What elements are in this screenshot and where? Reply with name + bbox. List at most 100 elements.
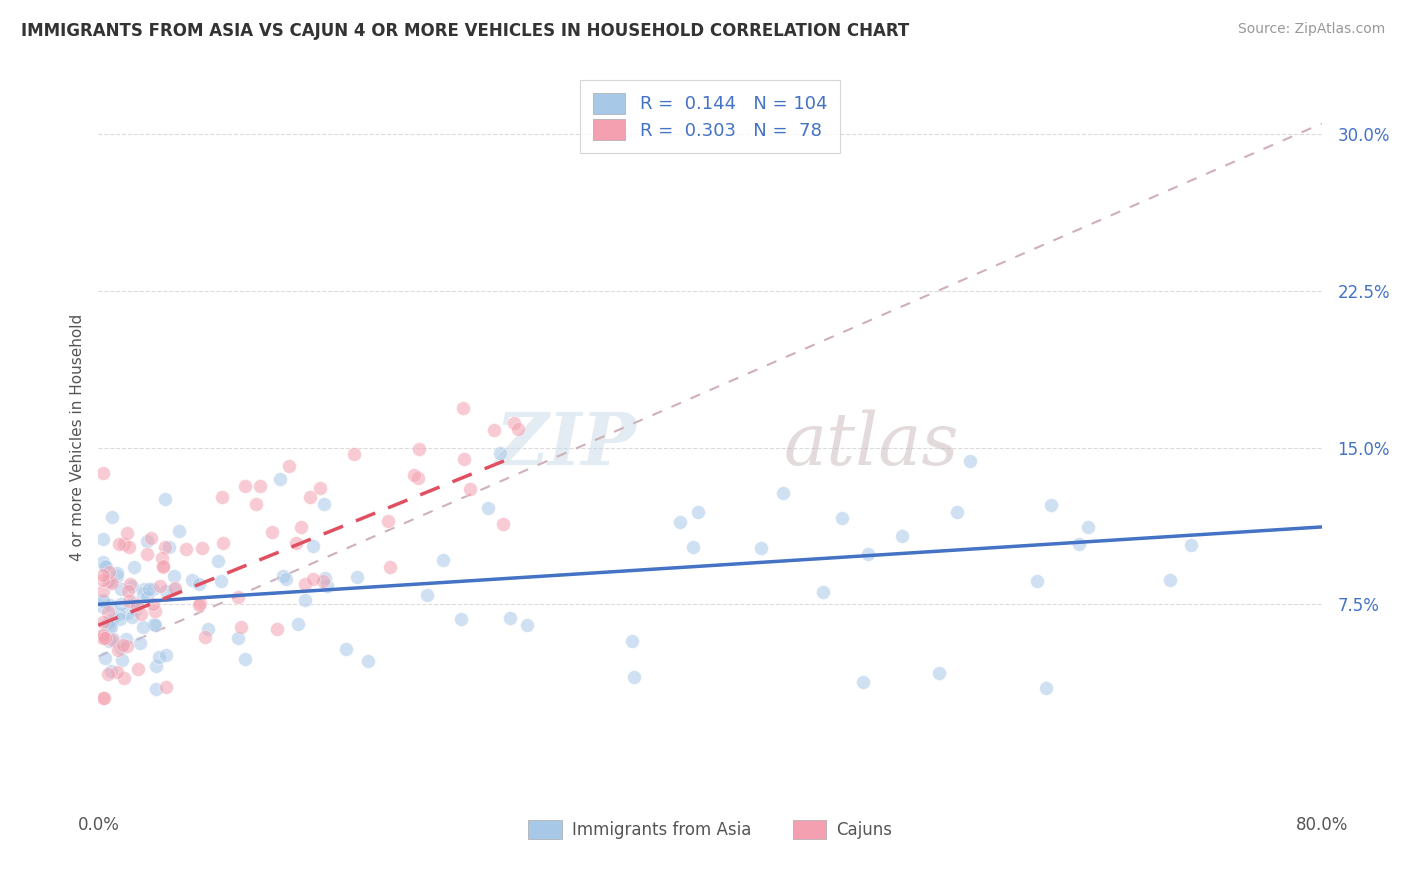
Point bbox=[749, 541, 772, 555]
Point bbox=[453, 401, 475, 415]
Point bbox=[91, 584, 114, 599]
Point bbox=[181, 573, 204, 587]
Point bbox=[91, 600, 114, 615]
Point bbox=[138, 582, 160, 596]
Point bbox=[1025, 574, 1047, 588]
Point bbox=[97, 620, 120, 634]
Point bbox=[122, 595, 145, 609]
Point bbox=[91, 691, 114, 706]
Point bbox=[129, 607, 152, 622]
Point bbox=[98, 573, 121, 587]
Point bbox=[101, 632, 124, 647]
Point bbox=[91, 567, 114, 582]
Point bbox=[115, 639, 138, 653]
Text: IMMIGRANTS FROM ASIA VS CAJUN 4 OR MORE VEHICLES IN HOUSEHOLD CORRELATION CHART: IMMIGRANTS FROM ASIA VS CAJUN 4 OR MORE … bbox=[21, 22, 910, 40]
Point bbox=[91, 573, 114, 587]
Point bbox=[209, 574, 232, 589]
Point bbox=[117, 584, 139, 599]
Point bbox=[143, 617, 166, 632]
Point bbox=[301, 573, 323, 587]
Point bbox=[124, 602, 146, 616]
Point bbox=[277, 459, 299, 474]
Point bbox=[1180, 538, 1202, 552]
Point bbox=[96, 560, 118, 574]
Point bbox=[294, 577, 316, 591]
Point bbox=[266, 623, 288, 637]
Point bbox=[91, 628, 114, 642]
Point bbox=[100, 664, 122, 678]
Point bbox=[174, 542, 197, 557]
Point bbox=[115, 606, 138, 620]
Legend: Immigrants from Asia, Cajuns: Immigrants from Asia, Cajuns bbox=[522, 814, 898, 846]
Point bbox=[245, 497, 267, 511]
Point bbox=[105, 569, 128, 583]
Point bbox=[492, 516, 515, 531]
Point bbox=[150, 551, 173, 566]
Point bbox=[1067, 537, 1090, 551]
Point bbox=[107, 642, 129, 657]
Point bbox=[946, 505, 969, 519]
Point bbox=[402, 468, 425, 483]
Point bbox=[155, 680, 177, 694]
Point bbox=[97, 605, 120, 619]
Point bbox=[312, 497, 335, 511]
Point bbox=[190, 541, 212, 556]
Point bbox=[831, 511, 853, 525]
Point bbox=[93, 691, 115, 706]
Point bbox=[416, 588, 439, 602]
Point bbox=[1040, 498, 1063, 512]
Point bbox=[108, 612, 131, 626]
Point bbox=[91, 466, 114, 480]
Text: Source: ZipAtlas.com: Source: ZipAtlas.com bbox=[1237, 22, 1385, 37]
Point bbox=[142, 597, 165, 611]
Point bbox=[100, 576, 122, 591]
Point bbox=[499, 611, 522, 625]
Point bbox=[149, 579, 172, 593]
Point bbox=[121, 610, 143, 624]
Point bbox=[1035, 681, 1057, 695]
Point bbox=[91, 592, 114, 607]
Point bbox=[118, 594, 141, 608]
Point bbox=[686, 505, 709, 519]
Point bbox=[91, 594, 114, 608]
Point bbox=[233, 652, 256, 666]
Point bbox=[153, 492, 176, 507]
Point bbox=[453, 452, 475, 467]
Point bbox=[284, 535, 307, 549]
Point bbox=[129, 636, 152, 650]
Point bbox=[357, 654, 380, 668]
Point bbox=[249, 479, 271, 493]
Point bbox=[143, 604, 166, 618]
Point bbox=[891, 529, 914, 543]
Point bbox=[153, 540, 176, 554]
Point bbox=[226, 590, 249, 604]
Point bbox=[155, 584, 177, 599]
Point bbox=[271, 569, 294, 583]
Point bbox=[105, 566, 128, 580]
Point bbox=[772, 486, 794, 500]
Point bbox=[211, 535, 233, 549]
Point bbox=[136, 548, 159, 562]
Point bbox=[489, 446, 512, 460]
Point bbox=[621, 634, 644, 648]
Point bbox=[623, 670, 645, 684]
Point bbox=[94, 559, 117, 574]
Point bbox=[152, 559, 174, 574]
Point bbox=[311, 574, 333, 588]
Point bbox=[458, 482, 481, 496]
Point bbox=[269, 472, 291, 486]
Point bbox=[107, 537, 129, 551]
Point bbox=[94, 631, 117, 645]
Point bbox=[188, 596, 211, 610]
Point bbox=[343, 447, 366, 461]
Point bbox=[1077, 520, 1099, 534]
Point bbox=[408, 442, 430, 457]
Point bbox=[346, 570, 368, 584]
Point bbox=[163, 582, 186, 596]
Y-axis label: 4 or more Vehicles in Household: 4 or more Vehicles in Household bbox=[69, 313, 84, 561]
Point bbox=[432, 553, 454, 567]
Point bbox=[131, 586, 153, 600]
Point bbox=[194, 630, 217, 644]
Point bbox=[114, 537, 136, 551]
Point bbox=[98, 574, 121, 589]
